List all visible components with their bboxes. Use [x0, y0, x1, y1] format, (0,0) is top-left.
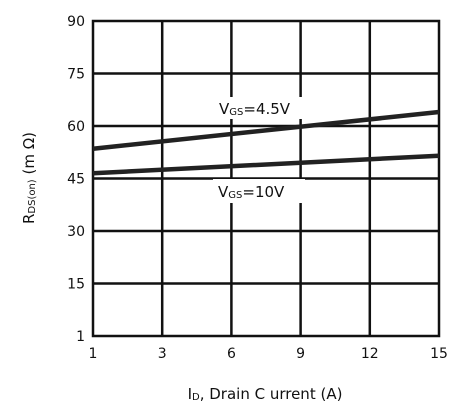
series-line-vgs-10v [92, 153, 440, 176]
series-label-bg-10v [213, 179, 305, 203]
y-tick-90: 90 [67, 14, 85, 30]
y-axis-label: RDS(on) (m Ω) [20, 132, 38, 224]
x-tick-9: 9 [296, 346, 305, 362]
y-tick-30: 30 [67, 224, 85, 240]
y-tick-45: 45 [67, 172, 85, 188]
series-label-4v5: VGS=4.5V [219, 100, 291, 118]
y-tick-75: 75 [67, 67, 85, 83]
x-axis-label: ID, Drain C urrent (A) [188, 385, 343, 403]
x-tick-3: 3 [158, 346, 167, 362]
y-tick-1: 1 [76, 329, 85, 345]
x-tick-labels: 1 3 6 9 12 15 [89, 346, 448, 362]
series-label-bg-4v5 [214, 97, 306, 119]
plot-frame [91, 19, 441, 338]
y-tick-60: 60 [67, 119, 85, 135]
y-tick-labels: 1 15 30 45 60 75 90 [67, 14, 85, 345]
x-tick-12: 12 [361, 346, 379, 362]
series-label-10v: VGS=10V [218, 183, 285, 201]
series-lines [92, 109, 440, 176]
x-tick-1: 1 [89, 346, 98, 362]
grid [93, 21, 439, 336]
x-tick-6: 6 [227, 346, 236, 362]
x-tick-15: 15 [430, 346, 448, 362]
series-line-vgs-4v5 [92, 109, 440, 151]
y-tick-15: 15 [67, 277, 85, 293]
